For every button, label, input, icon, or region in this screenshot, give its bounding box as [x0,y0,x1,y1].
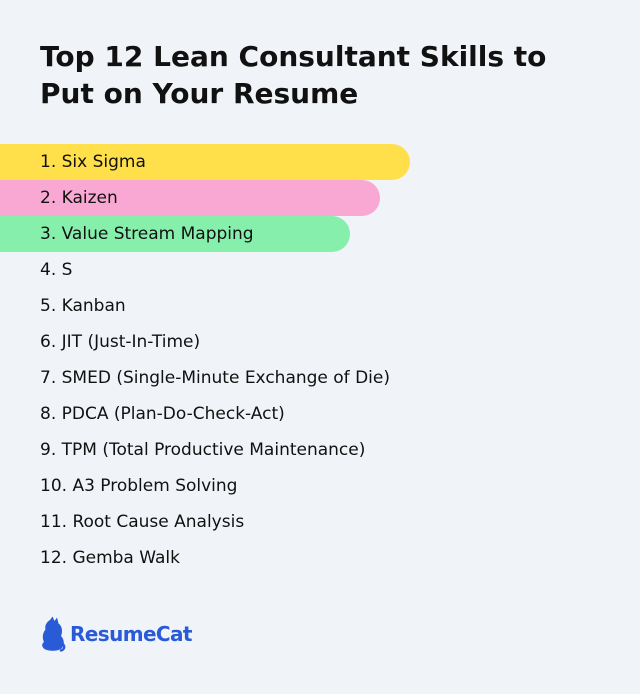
skill-item-smed: 7. SMED (Single-Minute Exchange of Die) [40,368,390,388]
skill-item-kaizen: 2. Kaizen [0,180,380,216]
skill-item-a3-problem-solving: 10. A3 Problem Solving [40,476,238,496]
logo-text: ResumeCat [70,622,192,646]
skill-item-gemba-walk: 12. Gemba Walk [40,548,180,568]
resumecat-logo: ResumeCat [40,616,192,652]
skill-item-six-sigma: 1. Six Sigma [0,144,410,180]
skill-item-value-stream-mapping: 3. Value Stream Mapping [0,216,350,252]
cat-icon [40,616,66,652]
skill-item-root-cause-analysis: 11. Root Cause Analysis [40,512,245,532]
skill-item-kanban: 5. Kanban [40,296,126,316]
skill-item-5s: 4. S [40,260,73,280]
skills-list: 1. Six Sigma 2. Kaizen 3. Value Stream M… [0,144,640,576]
skill-item-jit: 6. JIT (Just-In-Time) [40,332,201,352]
skill-item-pdca: 8. PDCA (Plan-Do-Check-Act) [40,404,285,424]
skill-item-tpm: 9. TPM (Total Productive Maintenance) [40,440,366,460]
page-title: Top 12 Lean Consultant Skills to Put on … [40,40,547,110]
